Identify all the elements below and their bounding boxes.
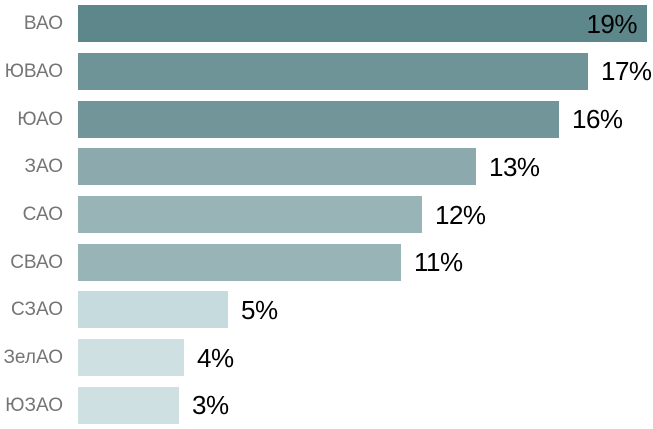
bar: [78, 196, 422, 233]
bar-row: САО 12%: [0, 191, 653, 239]
bar: [78, 52, 588, 90]
bar-row: ЮАО 16%: [0, 95, 653, 143]
category-label: СВАО: [10, 251, 63, 273]
bar-row: ВАО 19%: [0, 0, 653, 48]
value-label: 5%: [241, 294, 278, 325]
value-label: 16%: [572, 104, 623, 135]
bar: [78, 291, 228, 329]
category-label: СЗАО: [10, 299, 63, 321]
bar: [78, 386, 179, 424]
bar: [78, 339, 184, 377]
value-label: 19%: [586, 8, 637, 39]
bar: [78, 148, 476, 186]
bar-row: СЗАО 5%: [0, 286, 653, 334]
bar-row: ЮВАО 17%: [0, 48, 653, 96]
value-label: 13%: [489, 151, 540, 182]
value-label: 17%: [601, 56, 652, 87]
value-label: 3%: [192, 390, 229, 421]
value-label: 4%: [197, 342, 234, 373]
category-label: ЗАО: [24, 156, 63, 178]
category-label: ЗелАО: [3, 347, 63, 369]
bar: [78, 243, 401, 281]
bar-row: ЗАО 13%: [0, 143, 653, 191]
category-label: ВАО: [23, 13, 63, 35]
bar: [78, 100, 559, 138]
bar-row: ЮЗАО 3%: [0, 381, 653, 429]
bar: 19%: [78, 5, 647, 43]
bar-row: ЗелАО 4%: [0, 334, 653, 382]
category-label: ЮЗАО: [5, 394, 63, 416]
category-label: САО: [22, 204, 63, 225]
category-label: ЮВАО: [4, 60, 63, 82]
category-label: ЮАО: [17, 108, 63, 130]
bar-row: СВАО 11%: [0, 238, 653, 286]
value-label: 12%: [435, 199, 486, 230]
value-label: 11%: [414, 247, 463, 278]
